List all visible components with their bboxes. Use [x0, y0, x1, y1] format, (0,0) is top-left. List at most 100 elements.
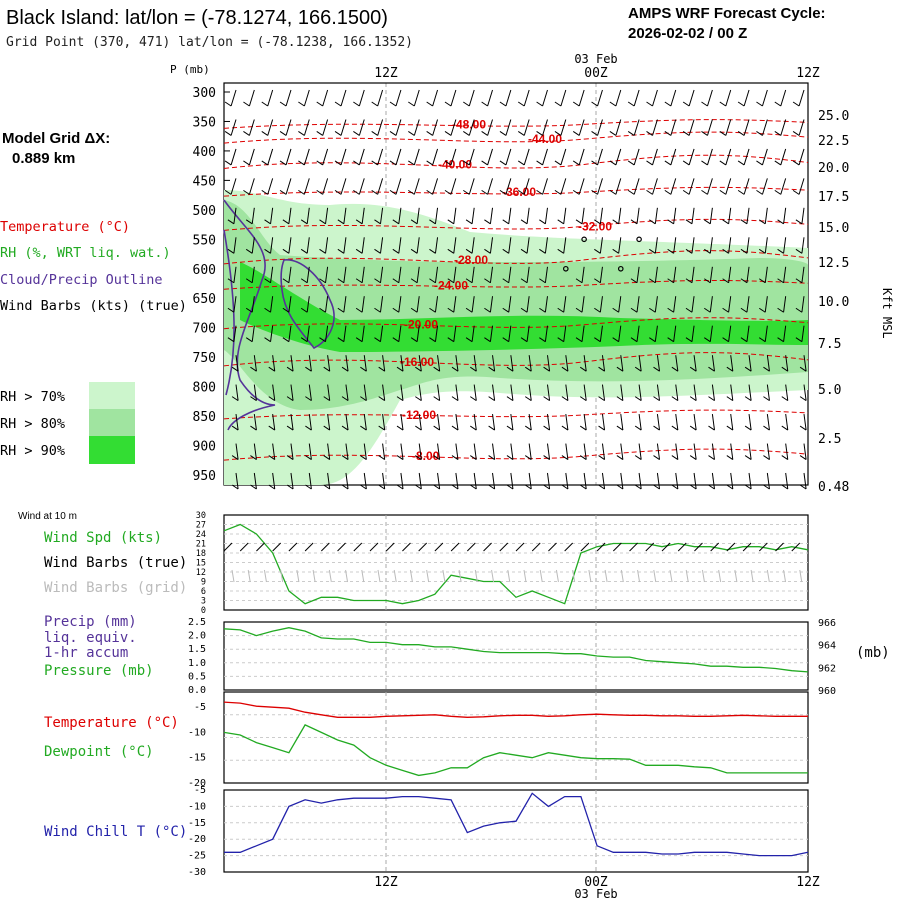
- wind-barb-staff: [761, 119, 768, 136]
- altitude-tick-label: 15.0: [818, 221, 849, 236]
- wind10m-tick-label: 6: [201, 587, 206, 597]
- wind-barb-flag: [612, 248, 619, 254]
- wind-barb-staff: [673, 266, 677, 283]
- wind-barb-flag: [499, 101, 507, 107]
- wind-barb-flag: [722, 307, 729, 313]
- wind-barb-staff: [413, 89, 420, 107]
- wind-barb-staff: [746, 207, 750, 224]
- legend-temperature: Temperature (°C): [0, 219, 130, 235]
- wind-barb-flag: [319, 307, 326, 313]
- wind-barb-staff: [526, 207, 530, 224]
- wind-chill-tick-label: -5: [194, 785, 206, 796]
- wind-barb-staff: [801, 266, 805, 283]
- top-tick-12z-b: 12Z: [796, 66, 820, 81]
- wind-barb-flag: [740, 337, 748, 343]
- wind-barb-staff: [785, 384, 789, 401]
- wind-barb-flag: [795, 219, 803, 225]
- wind-barb-staff: [691, 266, 695, 283]
- wind-barb-staff: [783, 237, 787, 254]
- wind-barb-staff: [322, 119, 329, 136]
- wind-barb-flag: [433, 425, 440, 431]
- wind-barb-staff: [308, 472, 312, 490]
- surface-barb-grid: [750, 569, 754, 583]
- wind-barb-flag: [653, 366, 660, 372]
- wind-barb-flag: [737, 189, 745, 195]
- wind-barb-staff: [377, 178, 384, 195]
- wind-barb-flag: [279, 189, 287, 195]
- wind-barb-staff: [599, 207, 603, 224]
- wind-barb-flag: [517, 101, 525, 107]
- wind-barb-flag: [371, 131, 378, 136]
- dewpoint-label: Dewpoint (°C): [44, 744, 154, 760]
- wind-barb-flag: [781, 396, 789, 402]
- wind-barb-staff: [288, 237, 292, 254]
- surface-barb-grid: [734, 569, 738, 583]
- wind-barb-flag: [463, 131, 470, 136]
- wind-barb-flag: [268, 366, 276, 372]
- wind-barb-flag: [323, 455, 330, 460]
- wind-barb-staff: [656, 355, 661, 372]
- wind-barb-flag: [250, 455, 257, 460]
- pressure-tick-label: 450: [193, 174, 216, 189]
- wind-barb-staff: [803, 355, 807, 372]
- wind-barb-flag: [646, 131, 653, 136]
- wind-barb-staff: [693, 414, 697, 431]
- wind-barb-flag: [502, 219, 510, 225]
- wind-barb-flag: [649, 307, 656, 313]
- wind-barb-staff: [542, 178, 548, 195]
- wind-barb-staff: [437, 384, 441, 401]
- wind-barb-flag: [557, 219, 564, 225]
- wind-barb-flag: [305, 396, 312, 402]
- wind-barb-flag: [444, 160, 452, 166]
- wind-barb-staff: [379, 325, 384, 342]
- wind-barb-flag: [799, 455, 807, 460]
- calm-wind-circle: [617, 265, 624, 272]
- wind-barb-flag: [392, 248, 400, 254]
- wind-barb-staff: [803, 443, 807, 460]
- wind-barb-staff: [455, 384, 459, 401]
- wind-barb-flag: [298, 131, 305, 136]
- wind-barb-flag: [781, 425, 789, 431]
- wind-barb-staff: [730, 355, 734, 372]
- wind-barb-flag: [334, 189, 342, 195]
- wind-barb-flag: [572, 160, 580, 166]
- surface-barb-true: [402, 542, 411, 552]
- wind-barb-flag: [429, 337, 436, 343]
- wind-barb-flag: [758, 307, 766, 313]
- wind-barb-staff: [578, 89, 585, 107]
- wind-barb-staff: [544, 296, 548, 313]
- wind-barb-staff: [358, 119, 365, 136]
- surface-barb-grid: [361, 569, 365, 583]
- wind-barb-staff: [468, 148, 475, 166]
- wind-barb-flag: [609, 189, 617, 195]
- wind-barb-staff: [395, 148, 402, 166]
- wind-barb-flag: [689, 366, 697, 372]
- wind-barb-flag: [572, 189, 580, 195]
- wind-barb-staff: [693, 472, 697, 490]
- wind-barb-staff: [505, 119, 512, 136]
- wind-barb-flag: [685, 248, 693, 254]
- wind-barb-flag: [426, 131, 433, 136]
- wind-barb-staff: [450, 119, 457, 136]
- wind-barb-flag: [689, 484, 697, 490]
- wind-barb-staff: [764, 296, 768, 313]
- altitude-tick-label: 5.0: [818, 383, 841, 398]
- wind-barb-staff: [363, 443, 367, 460]
- wind-chill-tick-label: -25: [188, 851, 206, 862]
- wind-barb-flag: [481, 101, 488, 107]
- wind-barb-staff: [379, 296, 384, 313]
- wind-barb-staff: [583, 355, 587, 372]
- wind-chill-label: Wind Chill T (°C): [44, 824, 187, 840]
- surface-barb-grid: [653, 569, 657, 583]
- wind-barb-flag: [774, 131, 782, 136]
- wind-barb-staff: [601, 355, 606, 372]
- wind-barb-flag: [557, 307, 564, 313]
- wind-barb-staff: [761, 89, 768, 107]
- wind-barb-flag: [264, 278, 271, 284]
- wind-barb-staff: [473, 472, 477, 490]
- wind-barb-flag: [484, 278, 491, 284]
- wind-barb-staff: [508, 266, 512, 283]
- wind-barb-flag: [520, 278, 528, 284]
- wind-barb-flag: [575, 307, 583, 313]
- wind-barb-staff: [801, 237, 805, 254]
